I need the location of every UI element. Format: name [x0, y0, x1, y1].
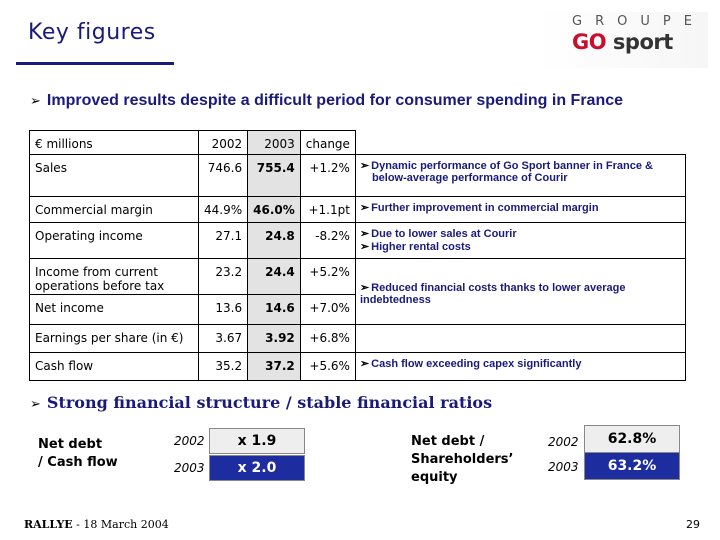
ratio-year: 2003 — [548, 460, 579, 474]
table-row: Sales 746.6 755.4 +1.2% ➢ Dynamic perform… — [29, 154, 686, 197]
comment-sales: ➢ Dynamic performance of Go Sport banner … — [354, 154, 686, 197]
footer-source: RALLYE - 18 March 2004 — [24, 518, 169, 531]
value-2003: 14.6 — [247, 294, 301, 325]
table-row: Income from current operations before ta… — [29, 258, 686, 325]
ratio-label-line: Net debt / — [411, 434, 485, 449]
value-change: +5.6% — [299, 352, 356, 381]
header-2002: 2002 — [197, 130, 249, 155]
ratio-year: 2002 — [548, 435, 579, 449]
value-2003: 24.8 — [247, 222, 301, 259]
ratio-label-line: equity — [411, 470, 458, 485]
comment-text: Higher rental costs — [371, 241, 471, 253]
ratio-value-2002: x 1.9 — [209, 428, 305, 454]
section2-heading-text: Strong financial structure / stable fina… — [46, 393, 493, 412]
value-2002: 44.9% — [197, 196, 249, 223]
logo-go: GO — [572, 30, 607, 54]
arrow-bullet-icon: ➢ — [359, 202, 370, 214]
comment-cash-flow: ➢ Cash flow exceeding capex significantly — [354, 352, 686, 381]
header-unit: € millions — [29, 130, 199, 155]
logo-groupe-text: GROUPE — [572, 14, 705, 29]
value-2002: 746.6 — [197, 154, 249, 197]
ratio-value-2002: 62.8% — [584, 425, 680, 453]
table-row: Net income 13.6 14.6 +7.0% — [29, 294, 686, 325]
row-label: Operating income — [29, 222, 199, 259]
row-label: Net income — [29, 294, 199, 325]
ratio-label-line: Shareholders’ — [411, 452, 514, 467]
value-change: +6.8% — [299, 324, 356, 353]
comment-text: Reduced financial costs thanks to lower … — [359, 282, 626, 306]
comment-text: below-average performance of Courir — [371, 172, 568, 184]
title-underline — [16, 62, 174, 65]
table-row: Operating income 27.1 24.8 -8.2% ➢ Due to… — [29, 222, 686, 259]
header-change: change — [299, 130, 356, 155]
logo-main-text: GO sport — [572, 30, 673, 54]
ratio-value-2003: 63.2% — [584, 452, 680, 480]
row-label: Sales — [29, 154, 199, 197]
page-title: Key figures — [28, 20, 156, 45]
row-label: Earnings per share (in €) — [29, 324, 199, 353]
table-row: Cash flow 35.2 37.2 +5.6% ➢ Cash flow exc… — [29, 352, 686, 381]
comment-text: Dynamic performance of Go Sport banner i… — [371, 160, 653, 172]
value-2003: 46.0% — [247, 196, 301, 223]
arrow-bullet-icon: ➢ — [359, 160, 370, 172]
value-2003: 24.4 — [247, 258, 301, 295]
arrow-bullet-icon: ➢ — [359, 228, 370, 240]
key-figures-table: € millions 2002 2003 change Sales 746.6 … — [29, 130, 686, 381]
value-2003: 37.2 — [247, 352, 301, 381]
ratio-label-line: / Cash flow — [38, 455, 118, 470]
logo-sport: sport — [612, 30, 673, 54]
value-2002: 23.2 — [197, 258, 249, 295]
comment-text: Cash flow exceeding capex significantly — [371, 358, 582, 370]
value-2003: 3.92 — [247, 324, 301, 353]
ratio-year: 2002 — [174, 434, 205, 448]
ratio-value-2003: x 2.0 — [209, 455, 305, 481]
comment-text: Further improvement in commercial margin — [371, 202, 599, 214]
value-change: -8.2% — [299, 222, 356, 259]
value-2002: 13.6 — [197, 294, 249, 325]
arrow-bullet-icon: ➢ — [30, 93, 41, 108]
ratio-label-line: Net debt — [38, 437, 103, 452]
value-change: +5.2% — [299, 258, 356, 295]
page-number: 29 — [686, 518, 700, 531]
row-label: Cash flow — [29, 352, 199, 381]
ratio-label-net-debt-cash-flow: Net debt / Cash flow — [38, 436, 118, 472]
comment-eps — [354, 324, 686, 353]
value-2003: 755.4 — [247, 154, 301, 197]
value-change: +7.0% — [299, 294, 356, 325]
go-sport-logo: GROUPE GO sport — [538, 12, 708, 68]
footer-date: - 18 March 2004 — [72, 518, 169, 531]
comment-text: Due to lower sales at Courir — [371, 228, 517, 240]
value-2002: 27.1 — [197, 222, 249, 259]
table-row: Earnings per share (in €) 3.67 3.92 +6.8… — [29, 324, 686, 353]
ratio-year: 2003 — [174, 461, 205, 475]
arrow-bullet-icon: ➢ — [359, 358, 370, 370]
footer-company: RALLYE — [24, 518, 73, 531]
section2-heading: ➢ Strong financial structure / stable fin… — [30, 393, 492, 412]
comment-margin: ➢ Further improvement in commercial margi… — [354, 196, 686, 223]
section1-heading: ➢ Improved results despite a difficult pe… — [30, 92, 623, 110]
comment-net-income: ➢ Reduced financial costs thanks to lower… — [354, 258, 686, 325]
value-2002: 35.2 — [197, 352, 249, 381]
value-change: +1.1pt — [299, 196, 356, 223]
value-2002: 3.67 — [197, 324, 249, 353]
comment-operating: ➢ Due to lower sales at Courir ➢ Higher ren… — [354, 222, 686, 259]
table-header-row: € millions 2002 2003 change — [29, 130, 686, 155]
header-2003: 2003 — [247, 130, 301, 155]
row-label: Commercial margin — [29, 196, 199, 223]
arrow-bullet-icon: ➢ — [30, 397, 41, 412]
section1-heading-text: Improved results despite a difficult per… — [46, 92, 624, 109]
ratio-label-net-debt-equity: Net debt / Shareholders’ equity — [411, 433, 513, 487]
table-row: Commercial margin 44.9% 46.0% +1.1pt ➢ Fu… — [29, 196, 686, 223]
value-change: +1.2% — [299, 154, 356, 197]
arrow-bullet-icon: ➢ — [359, 282, 370, 294]
arrow-bullet-icon: ➢ — [359, 241, 370, 253]
row-label: Income from current operations before ta… — [29, 258, 199, 295]
